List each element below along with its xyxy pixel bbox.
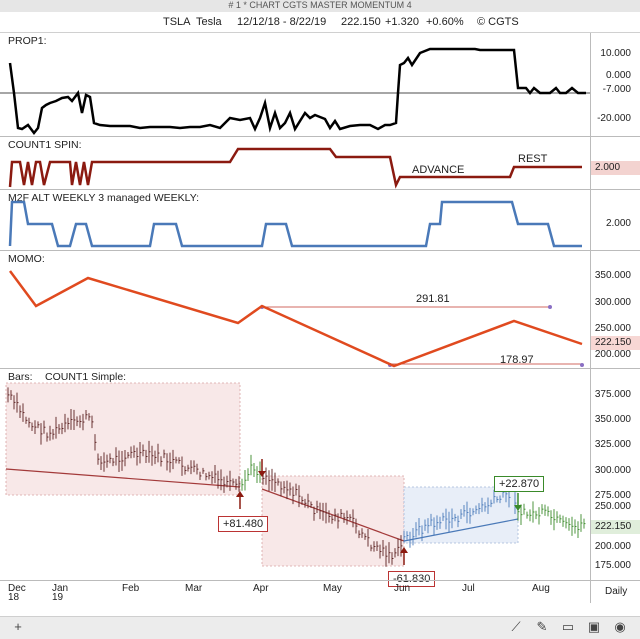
momo-current: 222.150 <box>591 336 640 350</box>
draw-icon[interactable]: ✎ <box>536 619 548 634</box>
momo-low-end <box>580 363 584 367</box>
trend-line-2 <box>261 488 405 542</box>
bars-label: Bars: <box>8 371 33 383</box>
x-label: Feb <box>122 583 140 594</box>
prop1-tick: 0.000 <box>605 70 631 81</box>
count1-spin-label: COUNT1 SPIN: <box>8 139 82 151</box>
count1-spin-plot <box>8 147 582 189</box>
prop1-panel[interactable]: PROP1: <box>0 33 590 137</box>
price-bars <box>7 387 586 567</box>
bars-tick: 175.000 <box>594 560 631 571</box>
momo-tick: 250.000 <box>594 323 631 334</box>
momo-plot <box>8 270 584 368</box>
trend-icon[interactable]: ⟋ <box>511 619 521 634</box>
company-name: Tesla <box>196 16 222 28</box>
gain-annotation-2: +22.870 <box>494 476 545 492</box>
count1-spin-line <box>8 147 582 189</box>
m2f-tick: 2.000 <box>605 218 631 229</box>
bars-tick: 350.000 <box>594 414 631 425</box>
momo-low-annotation: 178.97 <box>500 354 534 366</box>
x-label: Jun <box>394 583 411 594</box>
m2f-line <box>8 200 582 248</box>
rest-annotation: REST <box>518 153 548 165</box>
bars-panel[interactable]: Bars: COUNT1 Simple: +81.480 +22.870 -61… <box>0 369 590 587</box>
gain-annotation-1: +81.480 <box>218 516 269 532</box>
prop1-plot <box>0 47 590 136</box>
symbol: TSLA <box>163 16 191 28</box>
camera-icon[interactable]: ◉ <box>614 619 626 634</box>
momo-tick: 300.000 <box>594 297 631 308</box>
count1-spin-axis: 2.000 <box>590 137 640 190</box>
bars-tick: 300.000 <box>594 465 631 476</box>
panel-icon[interactable]: ▭ <box>561 619 575 634</box>
momo-axis: 350.000 300.000 250.000 200.000 222.150 <box>590 251 640 369</box>
copyright: © CGTS <box>477 16 519 28</box>
arrow-up-2-head <box>400 547 408 553</box>
period-selector[interactable]: Daily <box>590 580 640 603</box>
arrow-down-2-head <box>514 505 522 511</box>
momo-line <box>8 270 583 368</box>
bars-tick: 375.000 <box>594 389 631 400</box>
loss-annotation: -61.830 <box>388 571 436 587</box>
date-range: 12/12/18 - 8/22/19 <box>237 16 327 28</box>
m2f-axis: 2.000 <box>590 190 640 251</box>
year-label: 19 <box>52 592 64 603</box>
prop1-tick: -7.000 <box>602 84 631 95</box>
count1-simple-label: COUNT1 Simple: <box>45 371 127 383</box>
prop1-tick: 10.000 <box>600 48 631 59</box>
count1-spin-panel[interactable]: COUNT1 SPIN: ADVANCE REST <box>0 137 590 190</box>
period-label: Daily <box>605 586 628 597</box>
price-change-pct: +0.60% <box>426 16 464 28</box>
bars-tick: 275.000 <box>594 490 631 501</box>
x-label: Jan <box>52 583 69 594</box>
momo-tick: 350.000 <box>594 270 631 281</box>
x-label: Apr <box>253 583 269 594</box>
bars-plot <box>5 382 586 567</box>
x-label: Dec <box>8 583 26 594</box>
momo-high-annotation: 291.81 <box>416 293 450 305</box>
bars-axis: 375.000 350.000 325.000 300.000 275.000 … <box>590 369 640 580</box>
prop1-label: PROP1: <box>8 35 47 47</box>
x-label: Mar <box>185 583 203 594</box>
trend-line-3 <box>403 518 519 542</box>
arrow-up-1-head <box>236 491 244 497</box>
plus-icon[interactable]: + <box>14 619 22 634</box>
last-price: 222.150 <box>341 16 381 28</box>
count1-spin-current: 2.000 <box>591 161 640 175</box>
x-label: Aug <box>532 583 550 594</box>
window-icon[interactable]: ▣ <box>587 619 601 634</box>
m2f-panel[interactable]: M2F ALT WEEKLY 3 managed WEEKLY: <box>0 190 590 251</box>
momo-label: MOMO: <box>8 253 45 265</box>
arrow-down-1-head <box>258 471 266 477</box>
momo-high-end <box>548 305 552 309</box>
bottom-toolbar: + ⟋ ✎ ▭ ▣ ◉ <box>0 616 640 639</box>
momo-tick: 200.000 <box>594 349 631 360</box>
x-label: May <box>323 583 342 594</box>
bars-tick: 325.000 <box>594 439 631 450</box>
x-label: Jul <box>462 583 475 594</box>
prop1-line <box>8 47 586 136</box>
trend-line-1 <box>5 468 241 488</box>
prop1-tick: -20.000 <box>597 113 631 124</box>
price-change: +1.320 <box>385 16 419 28</box>
m2f-plot <box>8 200 582 248</box>
bars-tick: 250.000 <box>594 501 631 512</box>
advance-annotation: ADVANCE <box>412 164 465 176</box>
info-bar: TSLA Tesla 12/12/18 - 8/22/19 222.150 +1… <box>0 12 640 33</box>
m2f-label: M2F ALT WEEKLY 3 managed WEEKLY: <box>8 192 200 204</box>
year-label: 18 <box>8 592 20 603</box>
momo-panel[interactable]: MOMO: 291.81 178.97 <box>0 251 590 369</box>
prop1-axis: 10.000 0.000 -7.000 -20.000 <box>590 33 640 137</box>
x-axis: Dec Jan Feb Mar Apr May Jun Jul Aug 18 1… <box>0 580 590 603</box>
bars-current: 222.150 <box>591 520 640 534</box>
bars-tick: 200.000 <box>594 541 631 552</box>
